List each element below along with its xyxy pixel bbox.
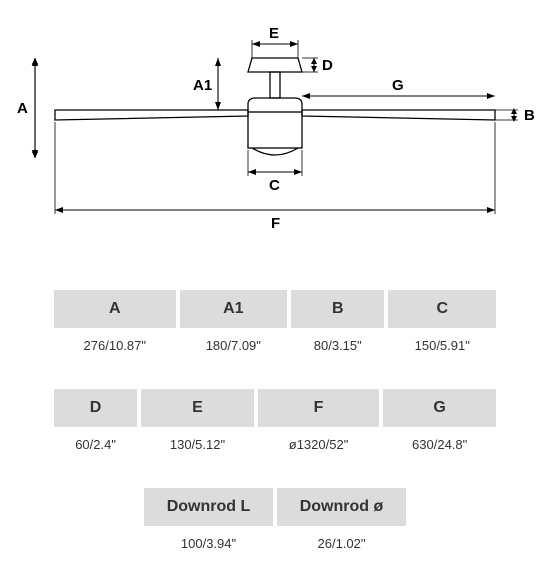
- th-F: F: [258, 389, 380, 427]
- label-B: B: [524, 107, 535, 124]
- th-B: B: [291, 290, 384, 328]
- th-C: C: [388, 290, 496, 328]
- th-downrod-l: Downrod L: [144, 488, 273, 526]
- td-F: ø1320/52": [258, 427, 380, 470]
- td-downrod-l: 100/3.94": [144, 526, 273, 569]
- td-E: 130/5.12": [141, 427, 254, 470]
- th-downrod-d: Downrod ø: [277, 488, 406, 526]
- th-A1: A1: [180, 290, 287, 328]
- label-F: F: [271, 215, 280, 232]
- dim-table-1: A A1 B C 276/10.87" 180/7.09" 80/3.15" 1…: [50, 290, 500, 371]
- th-G: G: [383, 389, 496, 427]
- th-D: D: [54, 389, 137, 427]
- td-D: 60/2.4": [54, 427, 137, 470]
- td-A1: 180/7.09": [180, 328, 287, 371]
- td-C: 150/5.91": [388, 328, 496, 371]
- fan-dimension-svg: A A1 E D G B C F: [0, 0, 550, 270]
- dimension-tables: A A1 B C 276/10.87" 180/7.09" 80/3.15" 1…: [50, 290, 500, 587]
- dim-table-2: D E F G 60/2.4" 130/5.12" ø1320/52" 630/…: [50, 389, 500, 470]
- label-D: D: [322, 57, 333, 74]
- td-downrod-d: 26/1.02": [277, 526, 406, 569]
- td-B: 80/3.15": [291, 328, 384, 371]
- th-E: E: [141, 389, 254, 427]
- diagram-container: { "diagram": { "type": "technical-dimens…: [0, 0, 550, 550]
- label-A: A: [17, 100, 28, 117]
- label-A1: A1: [193, 77, 212, 94]
- dim-table-3: Downrod L Downrod ø 100/3.94" 26/1.02": [140, 488, 410, 569]
- label-C: C: [269, 177, 280, 194]
- td-A: 276/10.87": [54, 328, 176, 371]
- label-G: G: [392, 77, 404, 94]
- th-A: A: [54, 290, 176, 328]
- label-E: E: [269, 25, 279, 42]
- td-G: 630/24.8": [383, 427, 496, 470]
